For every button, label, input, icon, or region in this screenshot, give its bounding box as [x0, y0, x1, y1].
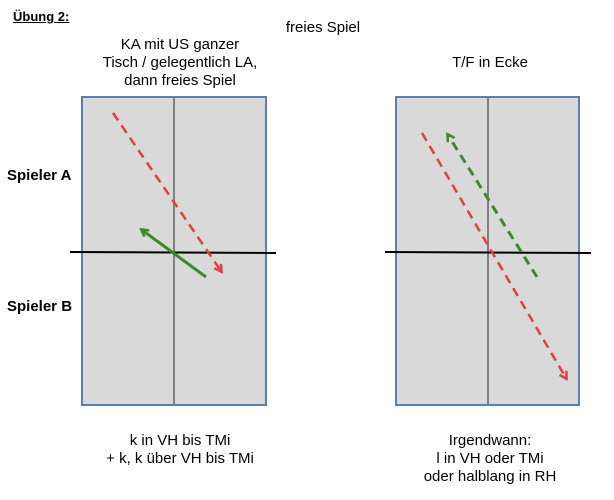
right-caption-line-1: Irgendwann: [448, 432, 532, 449]
player-a-label: Spieler A [7, 167, 72, 184]
left-heading-line-2: Tisch / gelegentlich LA, [102, 54, 258, 71]
left-table-heading: KA mit US ganzer Tisch / gelegentlich LA… [60, 36, 300, 90]
right-table-net [384, 251, 592, 254]
right-caption-line-2: l in VH oder TMi [436, 450, 544, 467]
left-caption-line-2: + k, k über VH bis TMi [106, 450, 254, 467]
exercise-title: Übung 2: [13, 9, 70, 24]
left-red-arrow [111, 112, 221, 271]
player-b-label: Spieler B [7, 298, 73, 315]
left-table [69, 96, 277, 406]
left-table-caption: k in VH bis TMi + k, k über VH bis TMi [60, 432, 300, 468]
right-red-arrow [420, 132, 566, 378]
right-table [384, 96, 592, 406]
left-caption-line-1: k in VH bis TMi [129, 432, 231, 449]
right-green-arrow [448, 135, 539, 278]
right-heading-line-1: T/F in Ecke [452, 54, 528, 71]
right-table-heading: T/F in Ecke [400, 54, 580, 72]
right-table-caption: Irgendwann: l in VH oder TMi oder halbla… [385, 432, 595, 486]
left-heading-line-1: KA mit US ganzer [120, 36, 240, 53]
left-heading-line-3: dann freies Spiel [124, 72, 236, 89]
exercise-subtitle: freies Spiel [285, 19, 361, 36]
left-green-arrow [142, 230, 207, 279]
right-caption-line-3: oder halblang in RH [423, 468, 557, 485]
